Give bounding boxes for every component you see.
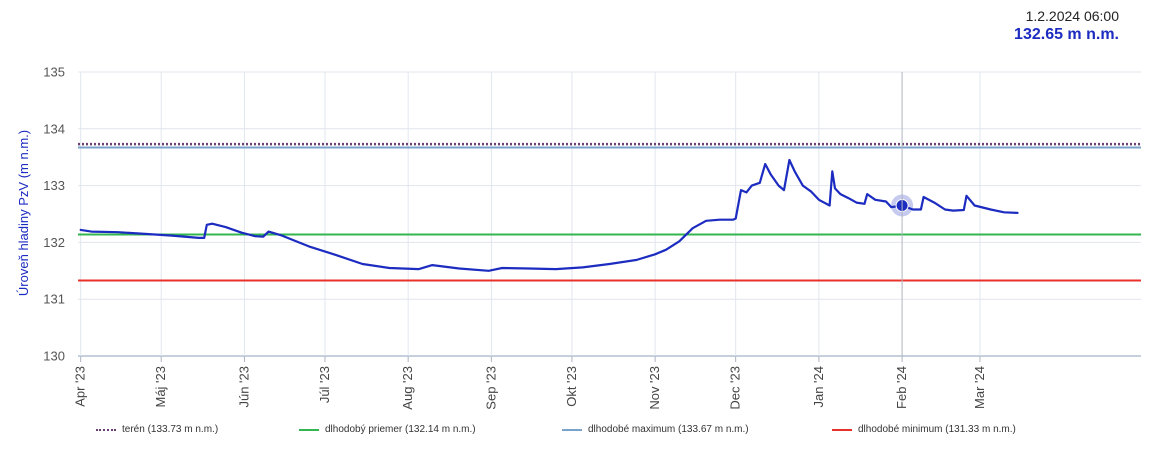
legend-swatch: [832, 428, 852, 431]
x-tick-label: Mar '24: [972, 366, 987, 409]
x-tick-label: Okt '23: [564, 366, 579, 407]
legend-item[interactable]: dlhodobý priemer (132.14 m n.m.): [299, 424, 476, 435]
x-tick-label: Aug '23: [400, 366, 415, 410]
legend-item[interactable]: dlhodobé maximum (133.67 m n.m.): [562, 424, 749, 435]
legend-swatch: [96, 428, 116, 431]
y-axis: 130 131 132 133 134 135: [43, 65, 65, 364]
y-tick-label: 135: [43, 65, 65, 80]
legend-label: dlhodobé minimum (131.33 m n.m.): [858, 424, 1016, 435]
grid: [78, 71, 1141, 357]
x-tick-label: Nov '23: [647, 366, 662, 410]
x-axis: Apr '23 Máj '23 Jún '23 Júl '23 Aug '23 Sep '…: [73, 356, 987, 410]
legend-label: dlhodobý priemer (132.14 m n.m.): [325, 424, 476, 435]
legend-item[interactable]: terén (133.73 m n.m.): [96, 424, 218, 435]
y-tick-label: 130: [43, 349, 65, 364]
hover-readout: 1.2.2024 06:00 132.65 m n.m.: [1014, 8, 1119, 45]
y-tick-label: 132: [43, 235, 65, 250]
x-tick-label: Máj '23: [153, 366, 168, 408]
legend: terén (133.73 m n.m.) dlhodobý priemer (1…: [0, 424, 1151, 444]
series-line: [79, 158, 1019, 272]
y-tick-label: 134: [43, 121, 65, 136]
legend-swatch: [299, 428, 319, 431]
y-axis-title: Úroveň hladiny PzV (m n.m.): [16, 130, 31, 296]
x-tick-label: Júl '23: [317, 366, 332, 403]
x-tick-label: Sep '23: [483, 366, 498, 410]
legend-label: terén (133.73 m n.m.): [122, 424, 219, 435]
x-tick-label: Jún '23: [236, 366, 251, 408]
readout-value: 132.65 m n.m.: [1014, 26, 1119, 43]
y-tick-label: 131: [43, 292, 65, 307]
x-tick-label: Jan '24: [811, 366, 826, 408]
x-tick-label: Feb '24: [894, 366, 909, 409]
readout-date: 1.2.2024 06:00: [1025, 8, 1119, 24]
y-tick-label: 133: [43, 178, 65, 193]
reference-lines: [78, 142, 1141, 282]
legend-item[interactable]: dlhodobé minimum (131.33 m n.m.): [832, 424, 1016, 435]
legend-label: dlhodobé maximum (133.67 m n.m.): [588, 424, 749, 435]
legend-swatch: [562, 428, 582, 431]
x-tick-label: Apr '23: [73, 366, 88, 407]
x-tick-label: Dec '23: [728, 366, 743, 410]
series-layer: [79, 158, 1019, 272]
